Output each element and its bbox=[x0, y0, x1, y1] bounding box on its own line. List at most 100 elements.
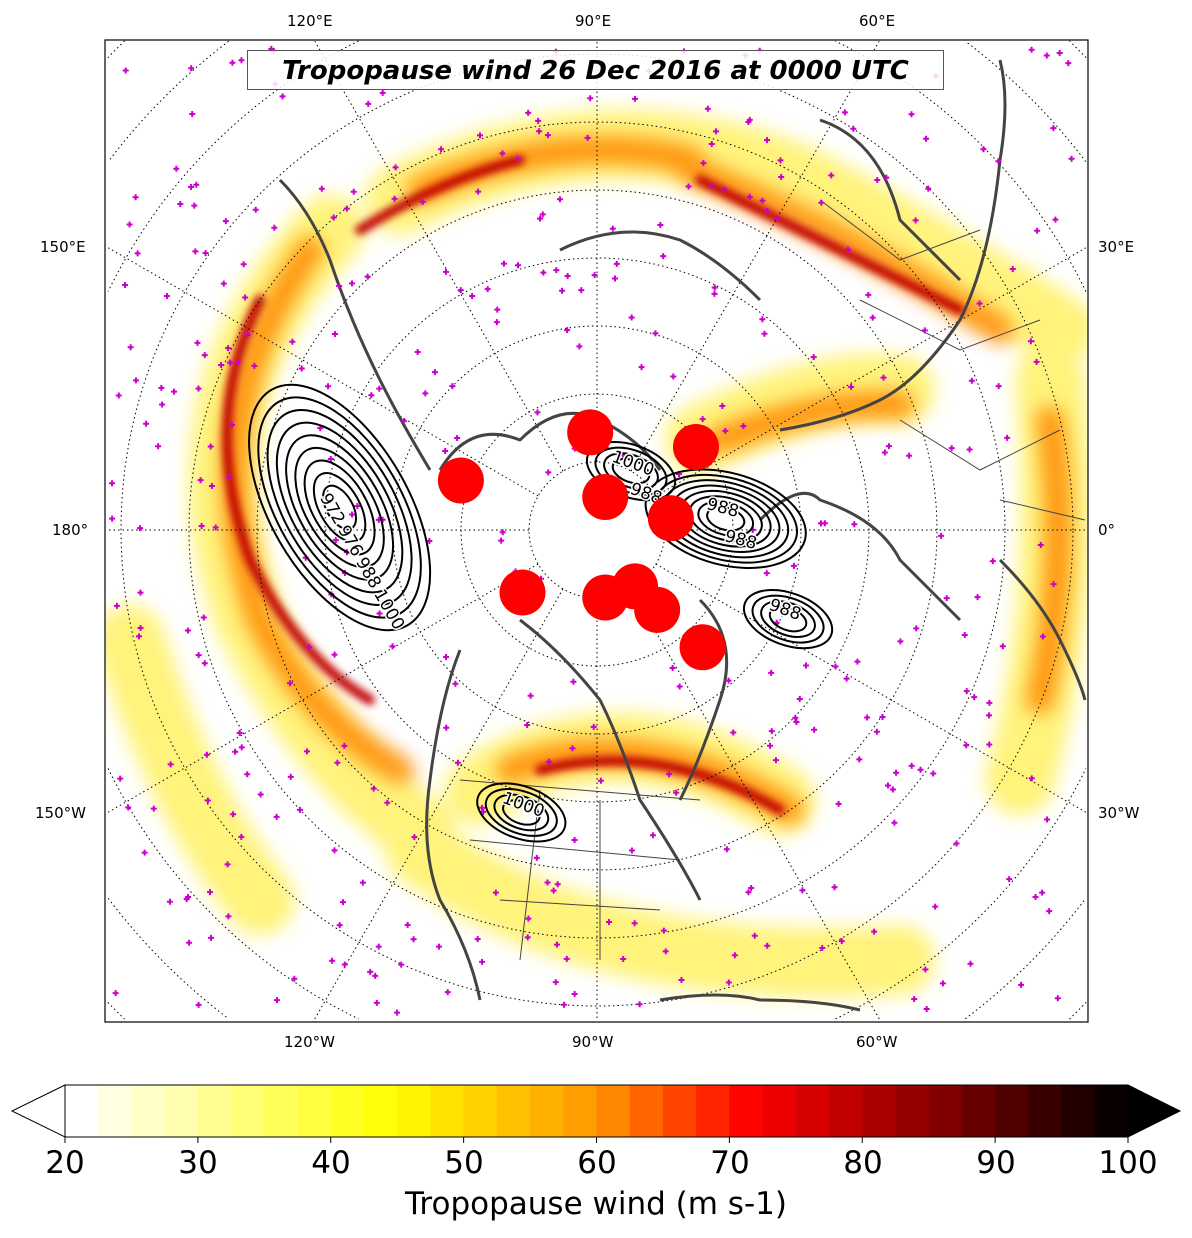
lon-label-top: 60°E bbox=[859, 12, 896, 30]
observation-cross bbox=[662, 948, 669, 955]
colorbar bbox=[10, 1084, 1182, 1143]
observation-cross bbox=[845, 246, 852, 253]
map-title: Tropopause wind 26 Dec 2016 at 0000 UTC bbox=[247, 50, 944, 90]
observation-cross bbox=[398, 961, 405, 968]
observation-cross bbox=[1004, 434, 1011, 441]
cyclone-markers bbox=[437, 409, 726, 671]
observation-cross bbox=[238, 57, 245, 64]
observation-cross bbox=[244, 771, 251, 778]
observation-cross bbox=[719, 403, 726, 410]
observation-cross bbox=[331, 651, 338, 658]
observation-cross bbox=[948, 445, 955, 452]
isobar bbox=[257, 396, 422, 619]
observation-cross bbox=[871, 928, 878, 935]
observation-cross bbox=[143, 420, 150, 427]
latitude-circle bbox=[120, 53, 1074, 1007]
observation-cross bbox=[1065, 60, 1072, 67]
observation-cross bbox=[669, 664, 676, 671]
lon-label-bottom: 90°W bbox=[572, 1033, 614, 1051]
observation-cross bbox=[325, 383, 332, 390]
observation-cross bbox=[329, 957, 336, 964]
observation-cross bbox=[365, 100, 372, 107]
isobar bbox=[502, 799, 541, 826]
observation-cross bbox=[137, 589, 144, 596]
observation-cross bbox=[1009, 266, 1016, 273]
observation-cross bbox=[777, 157, 784, 164]
observation-cross bbox=[137, 624, 144, 631]
observation-cross bbox=[1039, 633, 1046, 640]
observation-cross bbox=[368, 392, 375, 399]
observation-cross bbox=[1027, 338, 1034, 345]
observation-cross bbox=[545, 469, 552, 476]
observation-cross bbox=[1044, 816, 1051, 823]
observation-cross bbox=[271, 224, 278, 231]
observation-cross bbox=[748, 885, 755, 892]
colorbar-tick: 40 bbox=[311, 1145, 351, 1181]
lon-label-bottom: 120°W bbox=[284, 1033, 335, 1051]
observation-cross bbox=[207, 443, 214, 450]
isobar bbox=[312, 472, 367, 543]
colorbar-label: Tropopause wind (m s-1) bbox=[405, 1186, 787, 1222]
observation-cross bbox=[708, 141, 715, 148]
observation-cross bbox=[854, 658, 861, 665]
colorbar-bin bbox=[862, 1085, 896, 1137]
isobar bbox=[303, 459, 376, 556]
lon-label-left: 150°E bbox=[40, 238, 86, 256]
observation-cross bbox=[704, 105, 711, 112]
isobar bbox=[611, 457, 651, 485]
observation-cross bbox=[560, 1001, 567, 1008]
observation-cross bbox=[457, 287, 464, 294]
observation-cross bbox=[576, 343, 583, 350]
observation-cross bbox=[921, 327, 928, 334]
observation-cross bbox=[796, 695, 803, 702]
observation-cross bbox=[711, 290, 718, 297]
colorbar-bin bbox=[928, 1085, 963, 1137]
observation-cross bbox=[291, 975, 298, 982]
colorbar-bin bbox=[264, 1085, 299, 1137]
colorbar-bin bbox=[397, 1085, 431, 1137]
observation-cross bbox=[730, 729, 737, 736]
observation-cross bbox=[480, 808, 487, 815]
observation-cross bbox=[810, 354, 817, 361]
observation-cross bbox=[354, 503, 361, 510]
observation-cross bbox=[422, 390, 429, 397]
observation-cross bbox=[584, 134, 591, 141]
observation-cross bbox=[908, 762, 915, 769]
observation-cross bbox=[678, 976, 685, 983]
observation-cross bbox=[711, 284, 718, 291]
observation-cross bbox=[341, 961, 348, 968]
isobar bbox=[285, 434, 395, 581]
observation-cross bbox=[666, 771, 673, 778]
observation-cross bbox=[1046, 908, 1053, 915]
observation-cross bbox=[134, 250, 141, 257]
observation-cross bbox=[985, 712, 992, 719]
observation-cross bbox=[238, 744, 245, 751]
observation-cross bbox=[885, 443, 892, 450]
observation-cross bbox=[564, 273, 571, 280]
observation-cross bbox=[484, 286, 491, 293]
latitude-circle bbox=[324, 257, 870, 803]
observation-cross bbox=[768, 669, 775, 676]
observation-cross bbox=[197, 477, 204, 484]
observation-cross bbox=[828, 172, 835, 179]
observation-cross bbox=[676, 683, 683, 690]
observation-cross bbox=[745, 889, 752, 896]
observation-cross bbox=[296, 806, 303, 813]
observation-cross bbox=[652, 330, 659, 337]
observation-cross bbox=[476, 132, 483, 139]
observation-cross bbox=[953, 840, 960, 847]
meridian-line bbox=[655, 247, 1087, 497]
observation-cross bbox=[961, 632, 968, 639]
observation-cross bbox=[109, 515, 116, 522]
colorbar-bin bbox=[662, 1085, 697, 1137]
observation-cross bbox=[375, 943, 382, 950]
observation-cross bbox=[379, 89, 386, 96]
observation-cross bbox=[500, 260, 507, 267]
observation-cross bbox=[545, 758, 552, 765]
observation-cross bbox=[699, 416, 706, 423]
observation-cross bbox=[1033, 358, 1040, 365]
observation-cross bbox=[636, 1001, 643, 1008]
observation-cross bbox=[864, 714, 871, 721]
observation-cross bbox=[242, 294, 249, 301]
observation-cross bbox=[230, 811, 237, 818]
